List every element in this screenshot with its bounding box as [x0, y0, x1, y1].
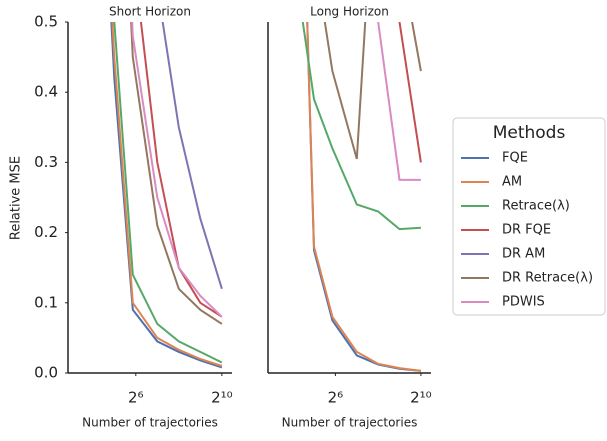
series-line	[130, 22, 223, 325]
series-line	[398, 22, 422, 163]
x-tick-label: 2¹⁰	[211, 389, 233, 407]
legend-label: DR FQE	[502, 223, 551, 238]
series-line	[323, 22, 422, 160]
y-tick-label: 0.5	[34, 13, 58, 31]
x-tick-label: 2¹⁰	[410, 389, 432, 407]
y-tick-label: 0.2	[34, 223, 58, 241]
plot-area	[110, 22, 223, 369]
series-line	[377, 22, 421, 181]
legend-label: FQE	[502, 151, 528, 166]
panel-title: Long Horizon	[310, 5, 389, 19]
plot-area	[301, 22, 422, 372]
x-axis-label: Number of trajectories	[282, 416, 418, 430]
y-tick-label: 0.3	[34, 153, 58, 171]
y-tick-label: 0.0	[34, 364, 58, 382]
legend-label: AM	[502, 175, 522, 190]
series-line	[131, 22, 223, 318]
y-tick-label: 0.1	[34, 293, 58, 311]
legend-label: PDWIS	[502, 295, 545, 310]
y-tick-label: 0.4	[34, 83, 58, 101]
series-line	[161, 22, 223, 290]
legend-label: DR AM	[502, 247, 545, 262]
series-line	[111, 22, 223, 367]
series-line	[306, 22, 422, 372]
legend-box	[452, 117, 606, 316]
x-tick-label: 2⁶	[328, 389, 344, 407]
series-line	[110, 22, 223, 369]
legend-title: Methods	[493, 123, 566, 143]
panel-title: Short Horizon	[109, 5, 191, 19]
series-line	[139, 22, 223, 318]
legend-label: Retrace(λ)	[502, 199, 570, 214]
y-axis-label: Relative MSE	[9, 156, 24, 240]
x-axis-label: Number of trajectories	[82, 416, 218, 430]
x-tick-label: 2⁶	[128, 389, 144, 407]
series-line	[306, 22, 421, 372]
legend-label: DR Retrace(λ)	[502, 271, 593, 286]
series-line	[301, 22, 421, 231]
series-line	[113, 22, 223, 364]
